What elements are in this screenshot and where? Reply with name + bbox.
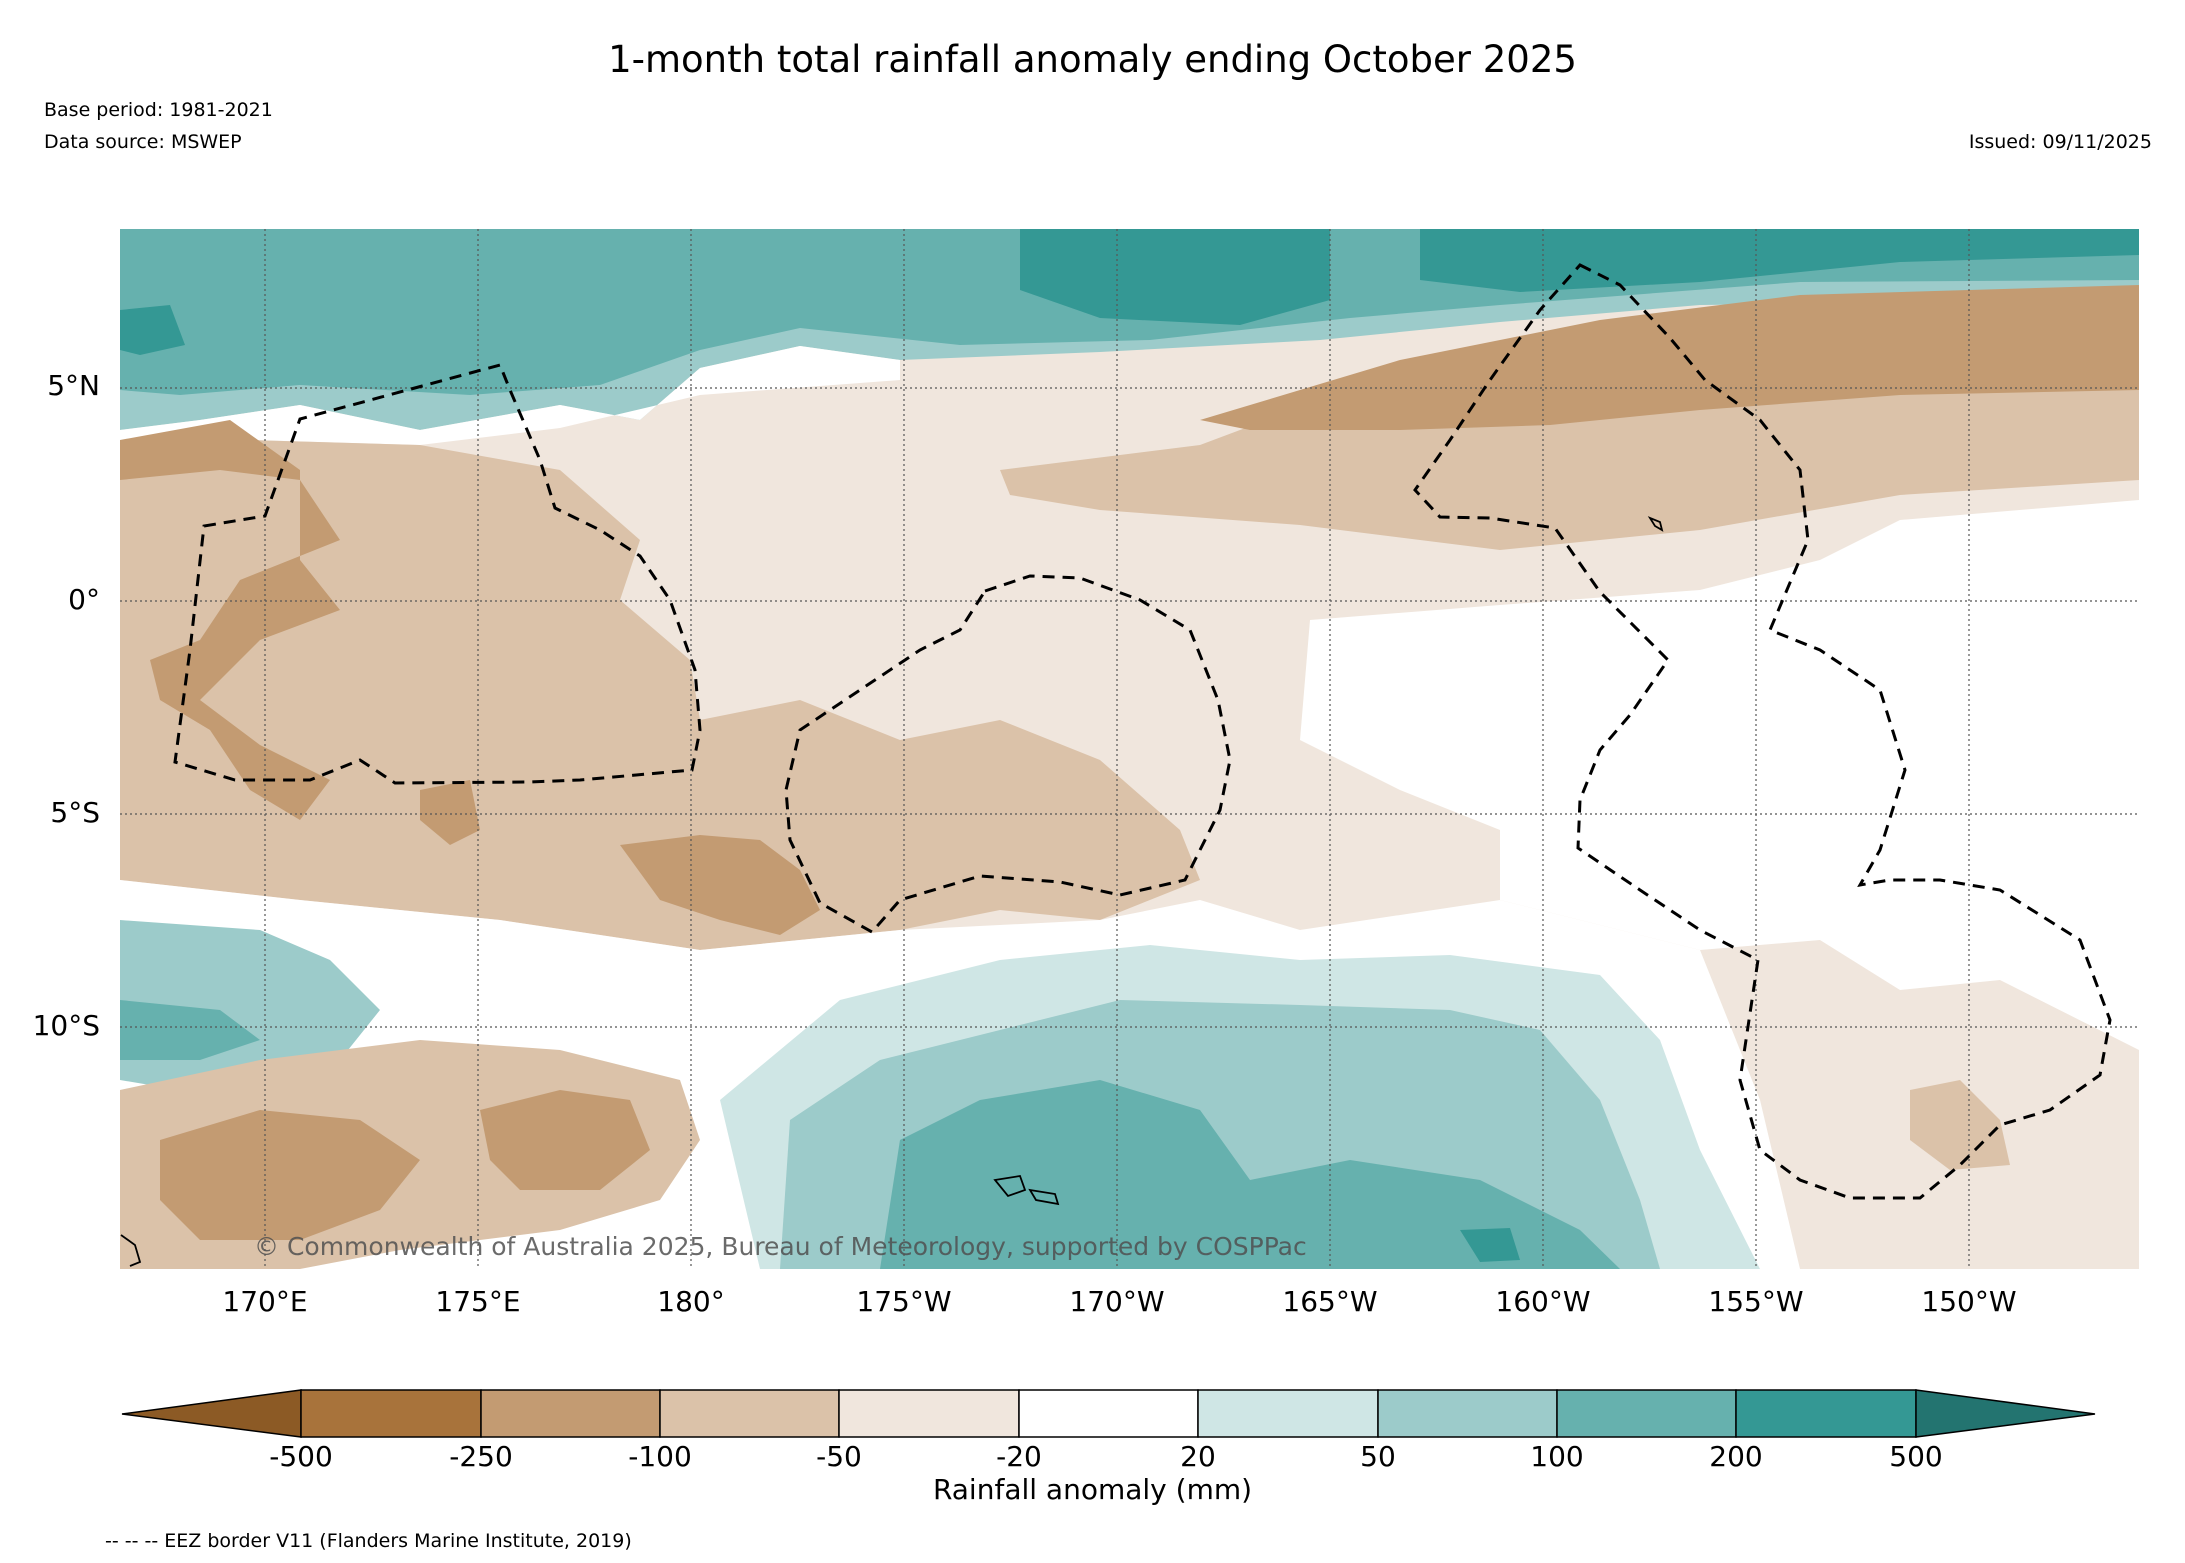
colorbar-tick: 50 bbox=[1360, 1440, 1396, 1473]
colorbar-tick: 100 bbox=[1530, 1440, 1584, 1473]
colorbar-tick: -20 bbox=[996, 1440, 1042, 1473]
lon-label-180: 180° bbox=[657, 1285, 725, 1318]
chart-title: 1-month total rainfall anomaly ending Oc… bbox=[608, 38, 1577, 81]
field-south-wet-core bbox=[1460, 1228, 1520, 1262]
field-southeast-dry bbox=[1910, 1080, 2010, 1170]
lon-label-165w: 165°W bbox=[1282, 1285, 1378, 1318]
field-east-neutral bbox=[1300, 500, 2139, 1060]
colorbar-tick: -250 bbox=[449, 1440, 513, 1473]
colorbar-bin-1 bbox=[300, 1389, 482, 1438]
lat-label-5n: 5°N bbox=[47, 369, 100, 402]
field-south-wet-strong bbox=[880, 1080, 1620, 1269]
field-southwest-dry-strong3 bbox=[480, 1090, 650, 1190]
colorbar-bin-4 bbox=[838, 1389, 1020, 1438]
field-southwest-dry-strong2 bbox=[160, 1110, 420, 1240]
colorbar-bin-9 bbox=[1735, 1389, 1917, 1438]
island-samoa bbox=[993, 1174, 1027, 1198]
colorbar-extend-high bbox=[1915, 1389, 2096, 1438]
colorbar-tick: 200 bbox=[1709, 1440, 1763, 1473]
field-southwest-dry-strong bbox=[420, 780, 480, 845]
colorbar-tick: -50 bbox=[816, 1440, 862, 1473]
eez-footnote: -- -- -- EEZ border V11 (Flanders Marine… bbox=[105, 1530, 632, 1552]
colorbar-label: Rainfall anomaly (mm) bbox=[932, 1473, 1253, 1506]
field-west-dry bbox=[120, 440, 1200, 950]
data-source: Data source: MSWEP bbox=[44, 131, 242, 153]
lon-label-155w: 155°W bbox=[1708, 1285, 1804, 1318]
colorbar-tick: -500 bbox=[269, 1440, 333, 1473]
eez-borders bbox=[173, 263, 2112, 1200]
colorbar-bin-6 bbox=[1197, 1389, 1379, 1438]
field-southwest-wet-strong bbox=[120, 1000, 260, 1060]
field-central-dry-strong bbox=[620, 835, 820, 935]
lon-label-150w: 150°W bbox=[1921, 1285, 2017, 1318]
colorbar-bin-2 bbox=[480, 1389, 661, 1438]
map-gridlines bbox=[120, 229, 2139, 1269]
colorbar-tick: 20 bbox=[1180, 1440, 1216, 1473]
copyright-notice: © Commonwealth of Australia 2025, Bureau… bbox=[254, 1232, 1307, 1261]
lon-label-170e: 170°E bbox=[222, 1285, 308, 1318]
colorbar-bin-8 bbox=[1556, 1389, 1737, 1438]
eez-border-kiribati-phoenix bbox=[784, 574, 1232, 934]
field-north-dry-band-strong bbox=[1200, 285, 2139, 430]
field-west-dry-strong bbox=[120, 420, 340, 820]
lon-label-170w: 170°W bbox=[1069, 1285, 1165, 1318]
island-samoa-2 bbox=[1028, 1188, 1060, 1206]
base-period: Base period: 1981-2021 bbox=[44, 99, 273, 121]
field-north-neutral bbox=[120, 346, 900, 450]
island-kiritimati bbox=[1647, 516, 1664, 532]
island-tuvalu-tokelau bbox=[120, 1234, 142, 1267]
colorbar-tick: -100 bbox=[628, 1440, 692, 1473]
field-north-wet-core bbox=[1020, 229, 1330, 325]
lat-label-5s: 5°S bbox=[50, 796, 100, 829]
lat-label-0: 0° bbox=[68, 583, 100, 616]
colorbar-bin-7 bbox=[1377, 1389, 1558, 1438]
island-outlines bbox=[120, 516, 1664, 1267]
colorbar-extend-low bbox=[121, 1389, 302, 1438]
lon-label-175w: 175°W bbox=[856, 1285, 952, 1318]
colorbar bbox=[121, 1389, 2096, 1438]
lat-label-10s: 10°S bbox=[32, 1009, 100, 1042]
eez-border-kiribati-gilbert bbox=[173, 363, 702, 785]
lon-label-160w: 160°W bbox=[1495, 1285, 1591, 1318]
rainfall-anomaly-field bbox=[120, 229, 2139, 1269]
colorbar-bin-5 bbox=[1018, 1389, 1199, 1438]
issued-date: Issued: 09/11/2025 bbox=[1968, 131, 2152, 153]
eez-border-kiribati-line bbox=[1413, 263, 2112, 1200]
lon-label-175e: 175°E bbox=[435, 1285, 521, 1318]
colorbar-tick: 500 bbox=[1889, 1440, 1943, 1473]
colorbar-bin-3 bbox=[659, 1389, 840, 1438]
field-north-wet-core-west bbox=[120, 305, 185, 355]
